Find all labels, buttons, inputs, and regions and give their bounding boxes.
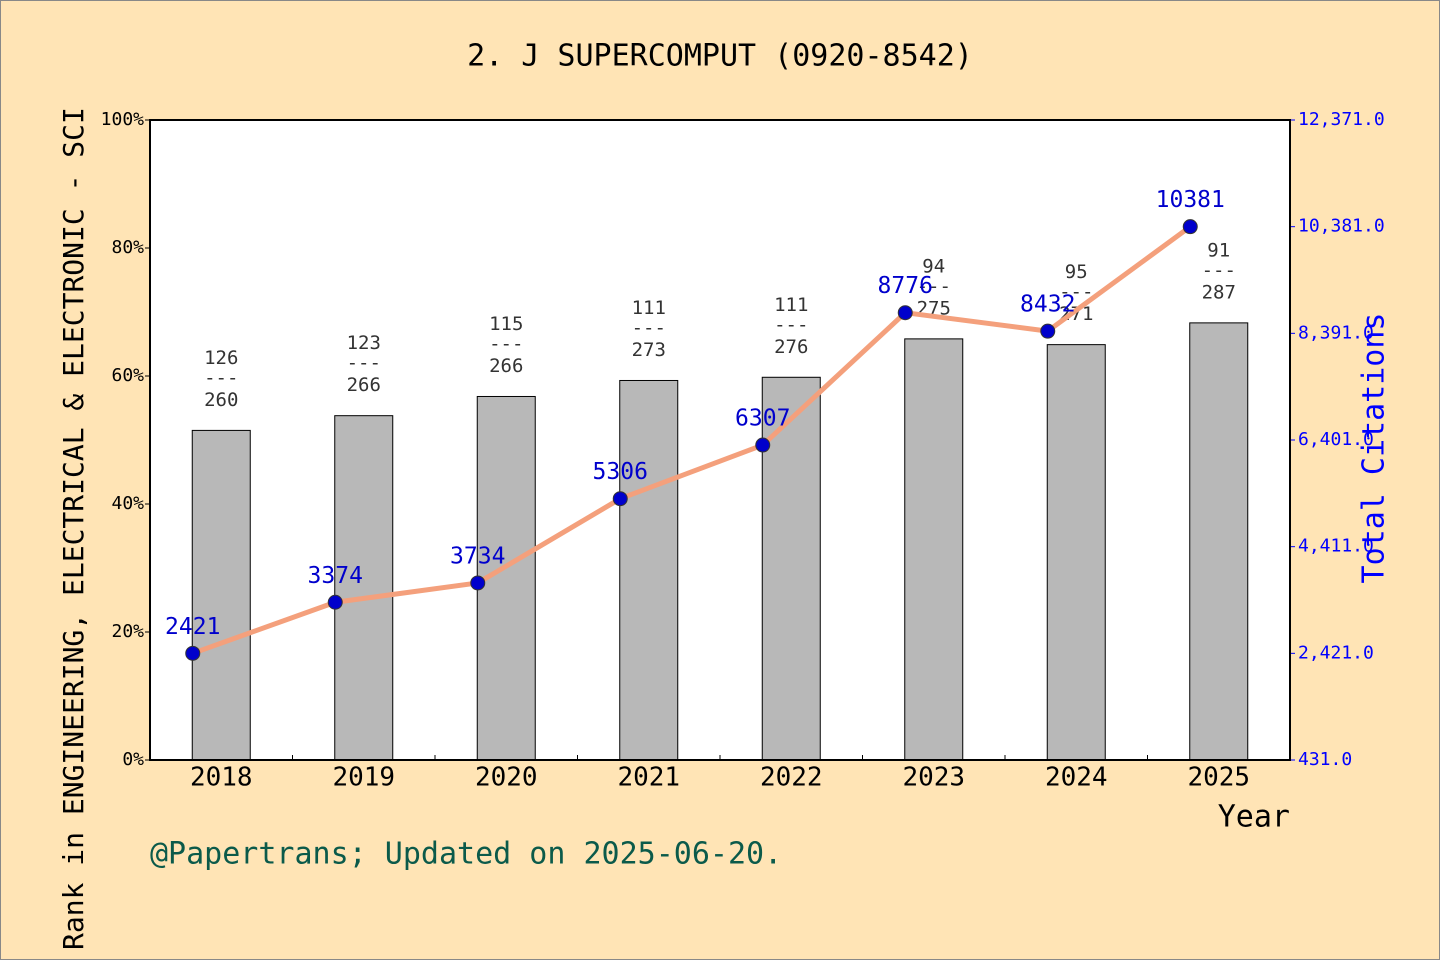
- bar-rank-label: 115: [489, 313, 523, 335]
- line-point: [1182, 219, 1198, 235]
- line-value-label: 2421: [165, 614, 220, 640]
- x-tick-label: 2019: [332, 763, 395, 793]
- y2-tick-label: 12,371.0: [1298, 109, 1385, 130]
- bar-total-label: 287: [1202, 281, 1236, 303]
- bar-rank-label: 126: [204, 347, 238, 369]
- bar: [191, 429, 251, 761]
- y-tick-label: 40%: [111, 493, 144, 514]
- line-point: [185, 645, 201, 661]
- bar-total-label: 266: [489, 355, 523, 377]
- bar-rank-label: 111: [774, 294, 808, 316]
- line-value-label: 3734: [450, 543, 505, 569]
- x-tick-label: 2021: [617, 763, 680, 793]
- plot-area: [150, 120, 1290, 760]
- footer: @Papertrans; Updated on 2025-06-20.: [150, 837, 782, 872]
- bar-label-separator: ---: [917, 275, 951, 297]
- bar-label-separator: ---: [1202, 259, 1236, 281]
- bar: [619, 379, 679, 761]
- y2-tick-label: 4,411.0: [1298, 536, 1374, 557]
- x-tick-label: 2020: [475, 763, 538, 793]
- y2-tick-label: 6,401.0: [1298, 429, 1374, 450]
- bar-total-label: 260: [204, 389, 238, 411]
- y2-tick-label: 10,381.0: [1298, 216, 1385, 237]
- bar-rank-label: 123: [347, 332, 381, 354]
- line-point: [612, 491, 628, 507]
- x-tick-label: 2025: [1187, 763, 1250, 793]
- line-value-label: 8432: [1020, 292, 1075, 318]
- bar-rank-label: 94: [922, 255, 945, 277]
- bar-rank-label: 91: [1207, 239, 1230, 261]
- bar: [904, 338, 964, 761]
- bar-rank-label: 95: [1065, 261, 1088, 283]
- bar-label-separator: ---: [204, 367, 238, 389]
- bar-label-separator: ---: [347, 352, 381, 374]
- y2-tick-label: 431.0: [1298, 749, 1352, 770]
- bar-label-separator: ---: [489, 333, 523, 355]
- line-value-label: 8776: [878, 273, 933, 299]
- line-value-label: 6307: [735, 406, 790, 432]
- x-tick-label: 2024: [1045, 763, 1108, 793]
- bar: [1046, 344, 1106, 761]
- y-tick-label: 20%: [111, 621, 144, 642]
- bar-rank-label: 111: [632, 297, 666, 319]
- bar-total-label: 273: [632, 339, 666, 361]
- bar-label-separator: ---: [1059, 281, 1093, 303]
- bar-total-label: 276: [774, 336, 808, 358]
- bar-label-separator: ---: [774, 314, 808, 336]
- x-tick-label: 2023: [902, 763, 965, 793]
- line: [191, 224, 1192, 656]
- bar-label-separator: ---: [632, 317, 666, 339]
- y-tick-label: 0%: [122, 749, 144, 770]
- x-tick-label: 2018: [190, 763, 253, 793]
- line-point: [470, 575, 486, 591]
- line-point: [1040, 323, 1056, 339]
- chart-title: 2. J SUPERCOMPUT (0920-8542): [467, 39, 973, 74]
- bar-total-label: 266: [347, 374, 381, 396]
- plot-frame: [149, 119, 1291, 761]
- y-tick-label: 100%: [101, 109, 145, 130]
- bar: [761, 376, 821, 761]
- bar-total-label: 271: [1059, 303, 1093, 325]
- line-value-label: 3374: [308, 563, 363, 589]
- line-value-label: 10381: [1156, 187, 1225, 213]
- line-point: [897, 305, 913, 321]
- line-point: [755, 437, 771, 453]
- y2-tick-label: 8,391.0: [1298, 322, 1374, 343]
- x-axis-label: Year: [1218, 800, 1290, 835]
- line-point: [327, 594, 343, 610]
- y2-axis-label: Total Citations: [1357, 313, 1392, 584]
- y2-tick-label: 2,421.0: [1298, 642, 1374, 663]
- x-tick-label: 2022: [760, 763, 823, 793]
- y-tick-label: 60%: [111, 365, 144, 386]
- y-tick-label: 80%: [111, 237, 144, 258]
- line-value-label: 5306: [593, 459, 648, 485]
- bar: [1189, 322, 1249, 761]
- y-axis-label: Rank in ENGINEERING, ELECTRICAL & ELECTR…: [57, 107, 90, 950]
- bar: [334, 415, 394, 761]
